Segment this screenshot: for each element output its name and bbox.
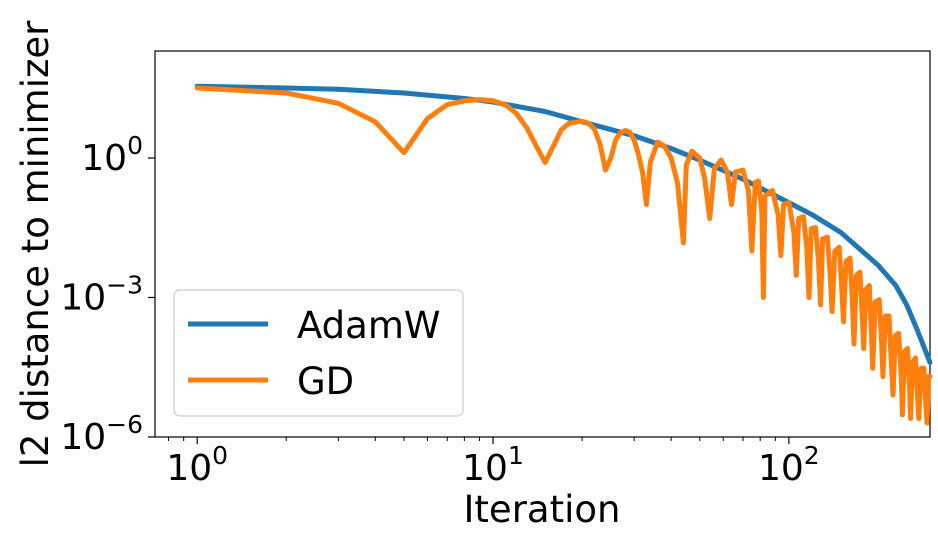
x-axis-ticks: 100 101 102 — [166, 437, 820, 489]
y-tick-label: 10−3 — [60, 270, 143, 318]
series-line-adamw — [194, 83, 933, 365]
legend-label-adamw: AdamW — [297, 304, 440, 347]
y-axis-ticks: 100 10−3 10−6 — [60, 131, 155, 458]
x-tick-label: 100 — [166, 441, 228, 489]
legend-label-gd: GD — [297, 360, 354, 403]
x-tick-label: 102 — [758, 441, 820, 489]
y-axis-label: l2 distance to minimizer — [14, 20, 57, 468]
plot-area-frame — [154, 50, 931, 438]
x-axis-label: Iteration — [464, 488, 621, 531]
series-line-gd — [194, 85, 933, 426]
y-tick-label: 10−6 — [60, 410, 143, 458]
x-tick-label: 101 — [462, 441, 524, 489]
series-layer — [194, 83, 933, 426]
legend: AdamW GD — [173, 289, 464, 417]
y-tick-label: 100 — [81, 131, 143, 179]
